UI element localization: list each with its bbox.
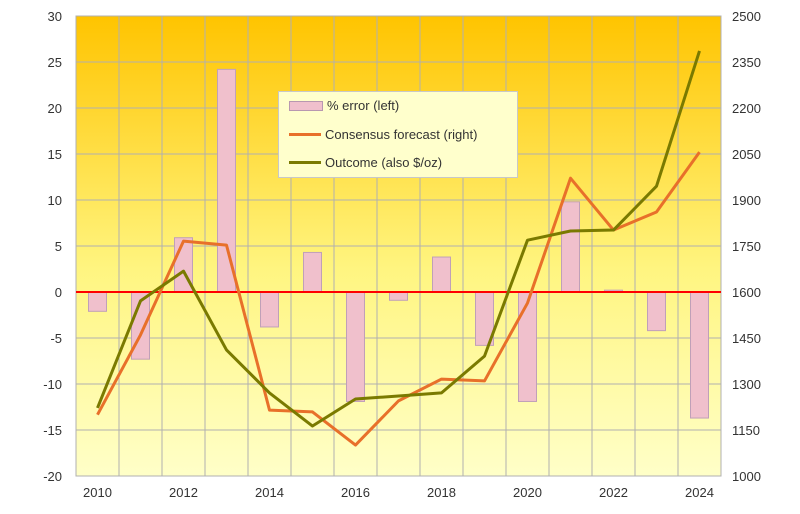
right-tick-label: 2050	[732, 147, 761, 162]
legend: % error (left) Consensus forecast (right…	[278, 91, 518, 178]
right-tick-label: 1600	[732, 285, 761, 300]
right-tick-label: 2200	[732, 101, 761, 116]
left-tick-label: 30	[48, 9, 62, 24]
x-tick-label: 2024	[685, 485, 714, 500]
x-tick-label: 2012	[169, 485, 198, 500]
bar-error	[518, 291, 537, 402]
legend-swatch-bar	[289, 100, 323, 111]
x-tick-label: 2018	[427, 485, 456, 500]
left-tick-label: 25	[48, 55, 62, 70]
right-tick-label: 1450	[732, 331, 761, 346]
left-tick-label: -15	[43, 423, 62, 438]
bar-error	[432, 256, 451, 293]
x-tick-label: 2022	[599, 485, 628, 500]
line-outcome	[96, 50, 701, 428]
right-tick-label: 1300	[732, 377, 761, 392]
right-tick-label: 2350	[732, 55, 761, 70]
left-tick-label: -5	[50, 331, 62, 346]
right-tick-label: 2500	[732, 9, 761, 24]
legend-swatch-line	[289, 161, 321, 164]
legend-label: Consensus forecast (right)	[325, 127, 478, 142]
bar-error	[647, 291, 666, 332]
left-tick-label: 5	[55, 239, 62, 254]
x-tick-label: 2014	[255, 485, 284, 500]
bar-error	[260, 291, 279, 328]
line-consensus	[96, 151, 701, 447]
legend-item-error: % error (left)	[289, 98, 399, 113]
legend-item-consensus: Consensus forecast (right)	[289, 127, 477, 142]
bar-error	[346, 291, 365, 402]
left-tick-label: 15	[48, 147, 62, 162]
x-tick-label: 2020	[513, 485, 542, 500]
bar-error	[217, 68, 236, 293]
left-tick-label: -10	[43, 377, 62, 392]
right-tick-label: 1900	[732, 193, 761, 208]
right-tick-label: 1150	[732, 423, 760, 438]
bar-error	[303, 251, 322, 293]
left-tick-label: 0	[55, 285, 62, 300]
bar-error	[389, 291, 408, 301]
left-tick-label: 10	[48, 193, 62, 208]
legend-label: % error (left)	[327, 98, 400, 113]
left-tick-label: 20	[48, 101, 62, 116]
right-tick-label: 1750	[732, 239, 761, 254]
bar-error	[690, 291, 709, 419]
left-tick-label: -20	[43, 469, 62, 484]
x-tick-label: 2010	[83, 485, 112, 500]
right-tick-label: 1000	[732, 469, 761, 484]
bar-error	[561, 201, 580, 293]
legend-item-outcome: Outcome (also $/oz)	[289, 155, 442, 170]
bar-error	[88, 291, 107, 312]
legend-label: Outcome (also $/oz)	[325, 155, 443, 170]
legend-swatch-line	[289, 133, 321, 136]
x-tick-label: 2016	[341, 485, 370, 500]
